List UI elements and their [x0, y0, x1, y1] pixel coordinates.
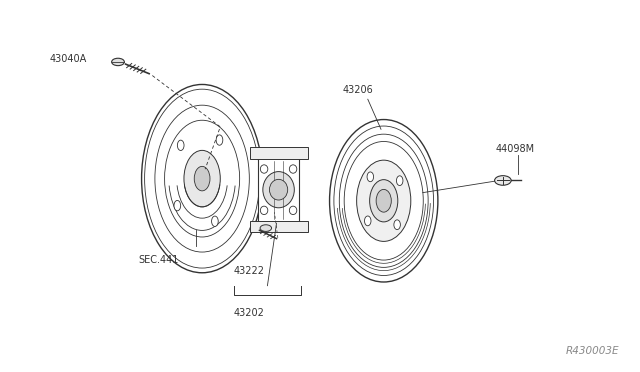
FancyBboxPatch shape — [250, 221, 308, 232]
Ellipse shape — [376, 189, 391, 212]
FancyBboxPatch shape — [250, 147, 308, 158]
Ellipse shape — [263, 171, 294, 208]
Text: 43040A: 43040A — [49, 54, 86, 64]
Ellipse shape — [260, 165, 268, 173]
Text: 44098M: 44098M — [495, 144, 534, 154]
Ellipse shape — [370, 180, 398, 222]
FancyBboxPatch shape — [258, 157, 300, 222]
Ellipse shape — [177, 140, 184, 151]
Ellipse shape — [289, 165, 297, 173]
Ellipse shape — [356, 160, 411, 241]
Ellipse shape — [184, 150, 220, 207]
Ellipse shape — [365, 216, 371, 226]
Ellipse shape — [141, 84, 262, 273]
Ellipse shape — [367, 172, 374, 182]
Ellipse shape — [195, 166, 210, 191]
Ellipse shape — [396, 176, 403, 186]
Ellipse shape — [260, 206, 268, 215]
Ellipse shape — [330, 119, 438, 282]
Text: 43202: 43202 — [234, 308, 265, 318]
Ellipse shape — [216, 135, 223, 145]
Ellipse shape — [260, 225, 271, 231]
Ellipse shape — [394, 220, 401, 230]
Ellipse shape — [111, 58, 124, 65]
Text: R430003E: R430003E — [566, 346, 620, 356]
Ellipse shape — [289, 206, 297, 215]
Ellipse shape — [495, 176, 511, 185]
Ellipse shape — [269, 179, 288, 200]
Text: SEC.441: SEC.441 — [138, 255, 179, 265]
Text: 43206: 43206 — [342, 85, 373, 95]
Ellipse shape — [212, 216, 218, 227]
Ellipse shape — [174, 201, 180, 211]
Text: 43222: 43222 — [234, 266, 265, 276]
